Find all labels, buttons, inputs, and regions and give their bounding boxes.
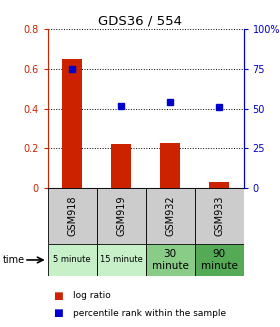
Bar	[146, 244, 195, 276]
Text: log ratio: log ratio	[73, 291, 111, 301]
Bar	[195, 188, 244, 244]
Text: 5 minute: 5 minute	[53, 255, 91, 265]
Text: GDS36 / 554: GDS36 / 554	[98, 15, 182, 28]
Bar	[209, 182, 229, 188]
Bar	[48, 188, 97, 244]
Text: ■: ■	[53, 308, 63, 318]
Text: 90
minute: 90 minute	[201, 249, 237, 271]
Text: ■: ■	[53, 291, 63, 301]
Bar	[48, 244, 97, 276]
Bar	[62, 59, 82, 188]
Text: percentile rank within the sample: percentile rank within the sample	[73, 309, 226, 318]
Text: time: time	[3, 255, 25, 265]
Text: GSM918: GSM918	[67, 196, 77, 236]
Text: GSM919: GSM919	[116, 196, 126, 236]
Text: 30
minute: 30 minute	[152, 249, 188, 271]
Text: GSM933: GSM933	[214, 196, 224, 236]
Bar	[160, 143, 180, 188]
Bar	[111, 144, 131, 188]
Bar	[97, 244, 146, 276]
Text: GSM932: GSM932	[165, 196, 175, 236]
Bar	[97, 188, 146, 244]
Text: 15 minute: 15 minute	[100, 255, 143, 265]
Bar	[146, 188, 195, 244]
Bar	[195, 244, 244, 276]
